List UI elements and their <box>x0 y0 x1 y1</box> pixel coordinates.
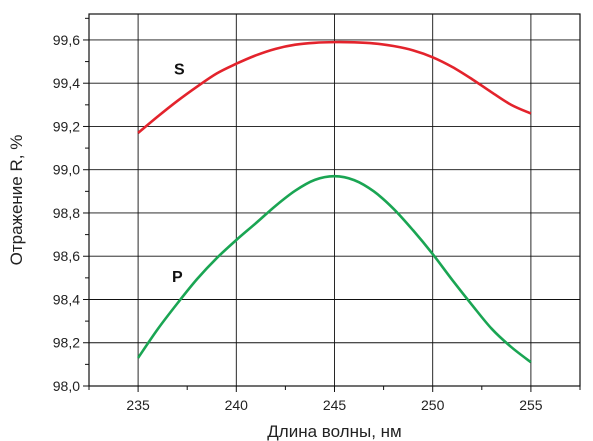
y-tick-label: 99,6 <box>53 32 80 48</box>
y-tick-label: 99,2 <box>53 118 80 134</box>
x-tick-label: 240 <box>225 397 249 413</box>
axis-ticks: 235 240 245 250 255 98,0 98,2 98,4 98,6 98,8 99,0 9… <box>53 17 581 413</box>
x-axis-title: Длина волны, нм <box>267 422 401 441</box>
x-tick-label: 235 <box>126 397 150 413</box>
series-label-s: S <box>174 62 185 79</box>
y-axis-title: Отражение R, % <box>7 135 26 266</box>
x-tick-label: 250 <box>421 397 445 413</box>
x-tick-label: 245 <box>323 397 347 413</box>
series-line-p <box>137 174 532 364</box>
y-tick-label: 98,4 <box>53 291 80 307</box>
y-tick-label: 98,2 <box>53 335 80 351</box>
y-tick-label: 98,8 <box>53 205 80 221</box>
y-tick-label: 98,0 <box>53 378 80 394</box>
grid-lines <box>89 14 580 386</box>
y-tick-label: 99,0 <box>53 162 80 178</box>
series-line-s <box>137 40 532 134</box>
series-labels: SP <box>172 62 185 287</box>
y-tick-label: 98,6 <box>53 248 80 264</box>
series-label-p: P <box>172 269 183 286</box>
x-tick-label: 255 <box>519 397 543 413</box>
series-lines <box>137 40 532 364</box>
y-tick-label: 99,4 <box>53 75 80 91</box>
